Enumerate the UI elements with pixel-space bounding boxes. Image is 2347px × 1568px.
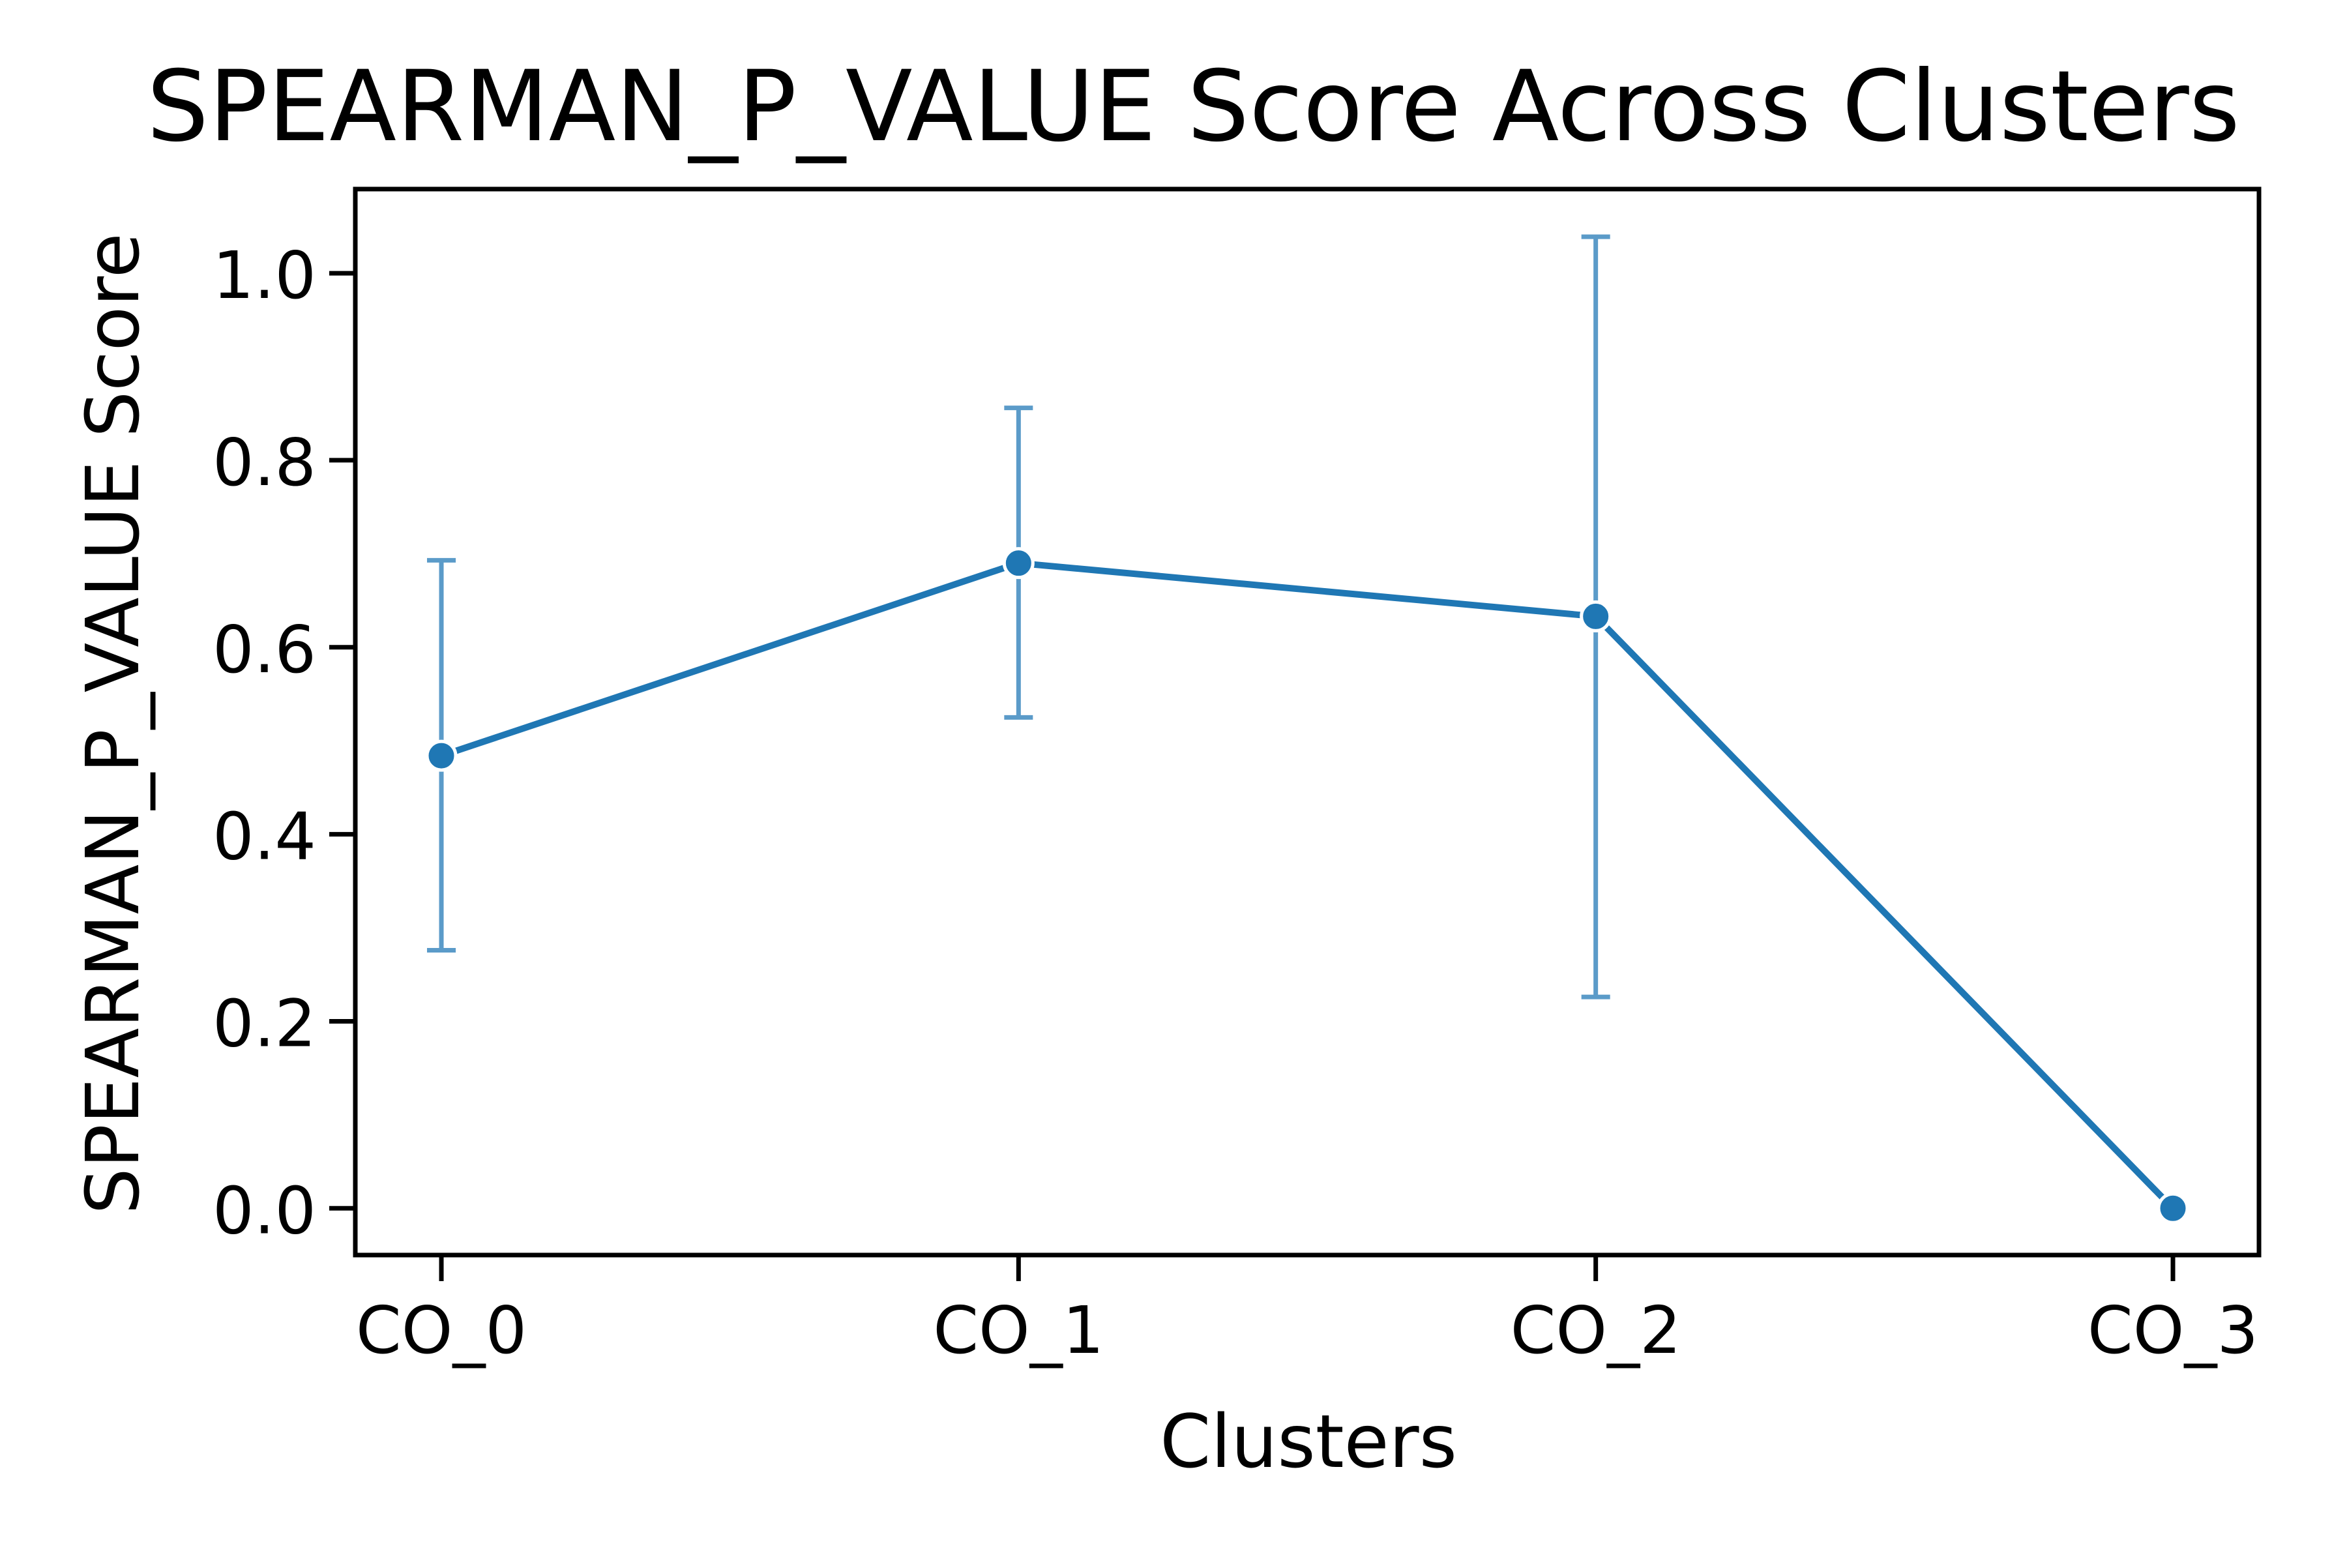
x-tick-label: CO_0 bbox=[356, 1292, 527, 1368]
data-point bbox=[425, 739, 458, 772]
x-tick-label: CO_3 bbox=[2088, 1292, 2258, 1368]
data-point bbox=[1580, 600, 1612, 632]
x-axis-label: Clusters bbox=[1160, 1400, 1457, 1485]
series-points bbox=[425, 547, 2189, 1224]
y-tick-label: 0.2 bbox=[213, 985, 316, 1061]
plot-area-frame bbox=[353, 186, 2262, 1258]
chart-title: SPEARMAN_P_VALUE Score Across Clusters bbox=[147, 50, 2240, 164]
x-tick-label: CO_2 bbox=[1511, 1292, 1681, 1368]
y-tick-label: 1.0 bbox=[213, 237, 316, 314]
series-lines bbox=[440, 559, 2176, 1211]
y-tick-label: 0.8 bbox=[213, 424, 316, 501]
x-tick-label: CO_1 bbox=[933, 1292, 1104, 1368]
data-point bbox=[2157, 1192, 2189, 1224]
data-point bbox=[1002, 547, 1035, 580]
y-axis-label: SPEARMAN_P_VALUE Score bbox=[71, 233, 156, 1214]
y-tick-label: 0.0 bbox=[213, 1172, 316, 1249]
y-tick-label: 0.6 bbox=[213, 612, 316, 688]
series-line bbox=[440, 559, 2176, 1211]
y-axis-ticks: 0.0 0.2 0.4 0.6 0.8 1.0 bbox=[213, 237, 355, 1249]
x-axis-ticks: CO_0 CO_1 CO_2 CO_3 bbox=[356, 1255, 2258, 1368]
y-tick-label: 0.4 bbox=[213, 799, 316, 875]
